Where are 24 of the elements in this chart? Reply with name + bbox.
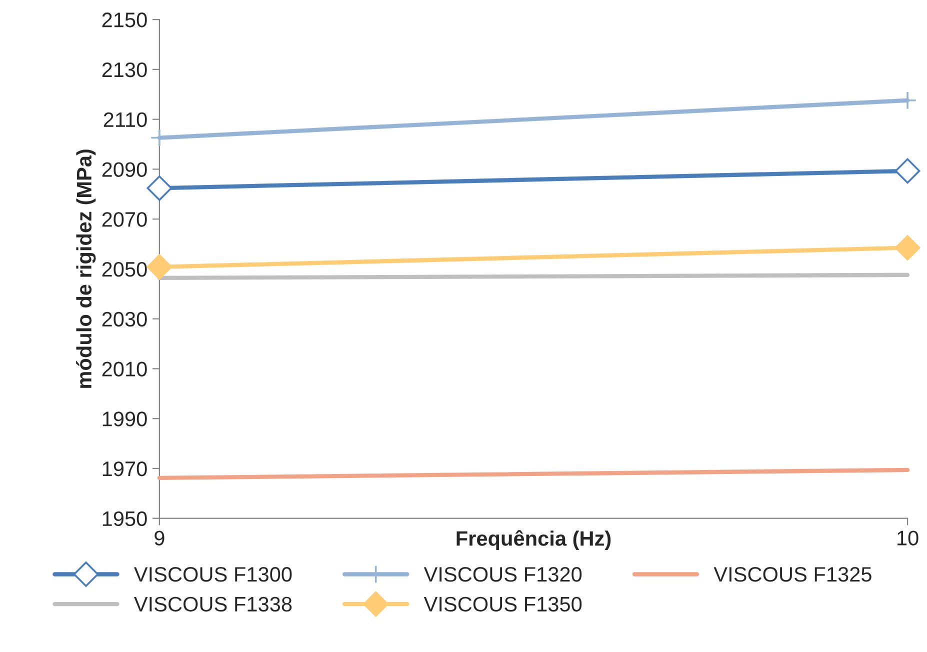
y-tick-label: 2010 xyxy=(102,362,147,376)
y-tick-label: 1950 xyxy=(102,511,147,526)
y-tick-label: 2050 xyxy=(102,262,147,277)
legend-label: VISCOUS F1300 xyxy=(134,566,292,582)
y-tick-label: 2030 xyxy=(102,312,147,327)
x-axis-title: Frequência (Hz) xyxy=(456,530,611,550)
y-tick-label: 2090 xyxy=(102,162,147,177)
legend-label: VISCOUS F1350 xyxy=(424,596,582,612)
legend-label: VISCOUS F1325 xyxy=(714,566,872,582)
y-tick-label: 2110 xyxy=(104,112,147,128)
point xyxy=(894,158,920,184)
x-tick-label: 10 xyxy=(898,530,918,546)
y-tick-label: 2070 xyxy=(102,212,147,227)
y-axis-title: módulo de rigidez (MPa) xyxy=(76,150,96,388)
y-tick-label: 2150 xyxy=(102,12,147,28)
point xyxy=(146,254,172,280)
legend-label: VISCOUS F1338 xyxy=(134,596,292,612)
point xyxy=(894,235,920,260)
y-tick-label: 1990 xyxy=(102,412,147,426)
x-tick-label: 9 xyxy=(154,530,164,546)
legend-label: VISCOUS F1320 xyxy=(424,566,582,582)
y-tick-label: 2130 xyxy=(102,62,147,78)
y-tick-label: 1970 xyxy=(102,461,147,476)
point xyxy=(146,175,172,201)
